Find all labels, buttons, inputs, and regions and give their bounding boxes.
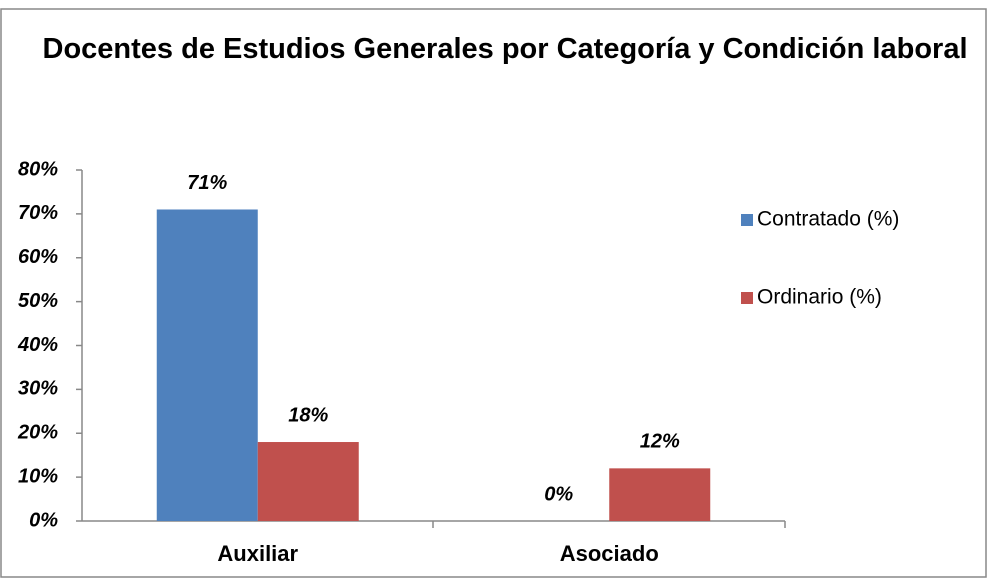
y-tick-label: 30%	[18, 378, 58, 400]
y-tick-label: 10%	[18, 465, 58, 487]
y-tick-label: 40%	[17, 334, 58, 356]
y-tick-label: 60%	[18, 246, 58, 268]
y-tick-label: 20%	[17, 422, 58, 444]
bar	[257, 442, 359, 521]
y-tick-label: 70%	[18, 202, 58, 224]
bar	[156, 209, 258, 522]
y-tick-label: 80%	[18, 158, 58, 180]
data-label: 71%	[187, 172, 227, 194]
y-tick-label: 50%	[18, 290, 58, 312]
data-label: 12%	[640, 431, 680, 453]
data-label: 18%	[288, 404, 328, 426]
y-tick-label: 0%	[29, 509, 58, 531]
legend-label: Contratado (%)	[757, 208, 899, 231]
data-label: 0%	[544, 483, 573, 505]
x-tick-label: Asociado	[560, 541, 659, 566]
legend-swatch	[741, 292, 753, 304]
chart-title: Docentes de Estudios Generales por Categ…	[42, 33, 968, 65]
legend-swatch	[741, 214, 753, 226]
legend-label: Ordinario (%)	[757, 286, 882, 309]
bar	[609, 468, 711, 521]
x-tick-label: Auxiliar	[217, 541, 298, 566]
